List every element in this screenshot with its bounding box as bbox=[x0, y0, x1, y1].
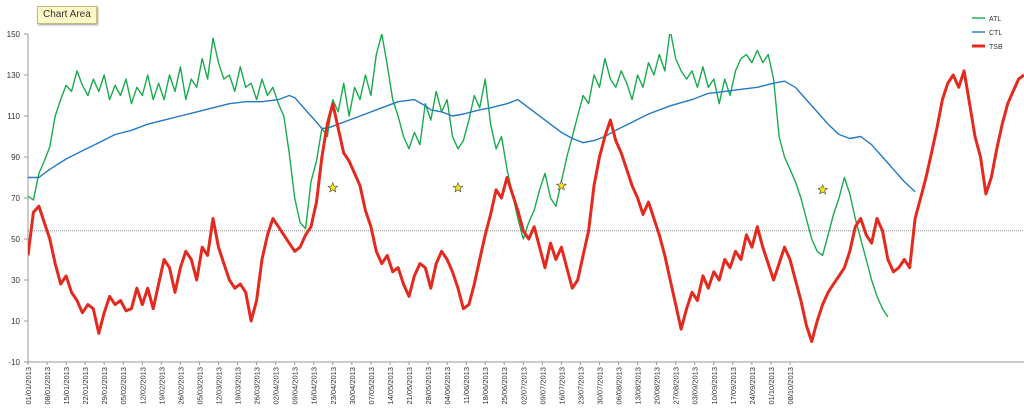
x-tick-label: 26/02/2013 bbox=[176, 367, 185, 405]
x-tick-label: 12/03/2013 bbox=[214, 367, 223, 405]
x-tick-label: 25/06/2013 bbox=[500, 367, 509, 405]
x-tick-label: 24/09/2013 bbox=[748, 367, 757, 405]
x-tick-label: 29/01/2013 bbox=[100, 367, 109, 405]
x-tick-label: 02/04/2013 bbox=[272, 367, 281, 405]
x-tick-label: 23/07/2013 bbox=[576, 367, 585, 405]
legend-label-atl: ATL bbox=[989, 16, 1001, 23]
x-tick-label: 03/09/2013 bbox=[691, 367, 700, 405]
x-tick-label: 07/05/2013 bbox=[367, 367, 376, 405]
star-marker bbox=[555, 179, 567, 191]
x-tick-label: 30/04/2013 bbox=[348, 367, 357, 405]
x-tick-label: 22/01/2013 bbox=[81, 367, 90, 405]
y-tick-label: 130 bbox=[7, 71, 21, 80]
x-tick-label: 16/07/2013 bbox=[557, 367, 566, 405]
x-tick-label: 08/10/2013 bbox=[786, 367, 795, 405]
star-marker bbox=[452, 182, 464, 193]
y-tick-label: 90 bbox=[11, 153, 20, 162]
x-tick-label: 19/03/2013 bbox=[234, 367, 243, 405]
y-tick-label: 110 bbox=[7, 112, 20, 121]
x-tick-label: 18/06/2013 bbox=[481, 367, 490, 405]
chart-area-tooltip: Chart Area bbox=[37, 6, 97, 24]
x-tick-label: 23/04/2013 bbox=[329, 367, 338, 405]
x-tick-label: 12/02/2013 bbox=[138, 367, 147, 405]
x-tick-label: 01/01/2013 bbox=[24, 367, 33, 405]
series-line-ctl bbox=[28, 80, 916, 193]
x-tick-label: 11/06/2013 bbox=[462, 367, 471, 404]
series-line-tsb bbox=[28, 69, 1024, 343]
star-marker bbox=[327, 182, 339, 193]
legend-label-ctl: CTL bbox=[989, 30, 1002, 37]
x-tick-label: 27/08/2013 bbox=[672, 367, 681, 405]
x-tick-label: 01/10/2013 bbox=[767, 367, 776, 405]
y-tick-label: 50 bbox=[11, 235, 20, 244]
x-tick-label: 14/05/2013 bbox=[386, 367, 395, 405]
x-tick-label: 05/03/2013 bbox=[195, 367, 204, 405]
x-tick-label: 20/08/2013 bbox=[653, 367, 662, 405]
legend-label-tsb: TSB bbox=[989, 44, 1003, 51]
x-tick-label: 28/05/2013 bbox=[424, 367, 433, 405]
x-tick-label: 02/07/2013 bbox=[519, 367, 528, 405]
x-tick-label: 16/04/2013 bbox=[310, 367, 319, 405]
y-tick-label: 30 bbox=[11, 276, 20, 285]
x-tick-label: 15/01/2013 bbox=[62, 367, 71, 405]
x-tick-label: 09/07/2013 bbox=[538, 367, 547, 405]
y-tick-label: 70 bbox=[11, 194, 20, 203]
x-tick-label: 21/05/2013 bbox=[405, 367, 414, 405]
x-tick-label: 19/02/2013 bbox=[157, 367, 166, 405]
x-tick-label: 09/04/2013 bbox=[291, 367, 300, 405]
star-marker bbox=[817, 184, 829, 195]
y-tick-label: -10 bbox=[8, 358, 20, 367]
x-tick-label: 26/03/2013 bbox=[253, 367, 262, 405]
y-tick-label: 150 bbox=[7, 30, 21, 39]
x-tick-label: 08/01/2013 bbox=[43, 367, 52, 405]
x-tick-label: 10/09/2013 bbox=[710, 367, 719, 405]
x-tick-label: 05/02/2013 bbox=[119, 367, 128, 405]
x-tick-label: 04/06/2013 bbox=[443, 367, 452, 405]
x-tick-label: 17/09/2013 bbox=[729, 367, 738, 405]
x-tick-label: 30/07/2013 bbox=[595, 367, 604, 405]
y-tick-label: 10 bbox=[11, 317, 20, 326]
x-tick-label: 13/08/2013 bbox=[634, 367, 643, 405]
x-tick-label: 06/08/2013 bbox=[615, 367, 624, 405]
series-line-atl bbox=[28, 34, 889, 318]
